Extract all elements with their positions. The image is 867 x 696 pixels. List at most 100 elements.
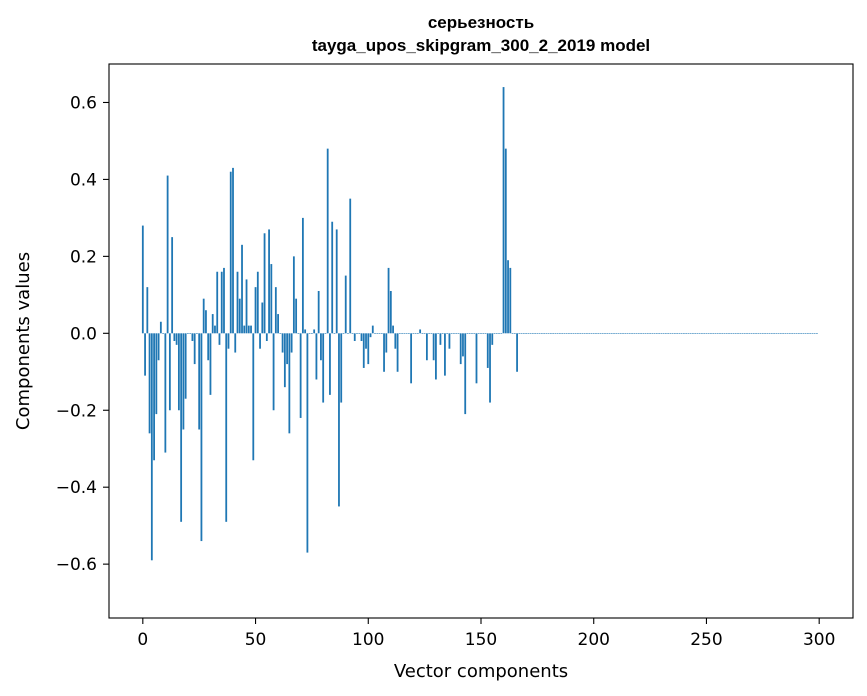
bar-132 — [439, 333, 442, 345]
bar-134 — [444, 333, 446, 376]
bar-87 — [338, 333, 340, 507]
bar-106 — [380, 333, 383, 334]
bar-218 — [633, 333, 636, 334]
bar-176 — [538, 333, 541, 334]
chart-subtitle: tayga_upos_skipgram_300_2_2019 model — [312, 36, 650, 55]
bar-170 — [525, 333, 527, 334]
bar-268 — [746, 333, 748, 334]
bar-73 — [306, 333, 309, 553]
bar-107 — [383, 333, 385, 372]
bar-202 — [597, 333, 600, 334]
bar-81 — [324, 333, 327, 334]
bar-164 — [511, 333, 514, 334]
bar-61 — [279, 333, 282, 334]
bar-30 — [209, 333, 212, 395]
bar-4 — [150, 333, 153, 561]
bar-69 — [297, 333, 300, 334]
bar-40 — [232, 167, 234, 334]
bar-37 — [225, 333, 228, 522]
bar-231 — [662, 333, 665, 334]
bar-74 — [308, 333, 311, 334]
bar-281 — [775, 333, 778, 334]
bar-298 — [813, 333, 816, 334]
bar-50 — [254, 287, 257, 334]
bar-68 — [295, 298, 298, 334]
bar-98 — [362, 333, 365, 368]
bar-247 — [698, 333, 701, 334]
bar-290 — [795, 333, 798, 334]
bar-222 — [642, 333, 645, 334]
bar-162 — [507, 260, 509, 334]
y-tick-label: 0.4 — [70, 170, 97, 190]
bar-294 — [804, 333, 807, 334]
bar-36 — [223, 267, 225, 334]
bar-78 — [317, 290, 320, 334]
x-tick-label: 100 — [352, 630, 384, 650]
bar-261 — [730, 333, 733, 334]
bar-172 — [529, 333, 532, 334]
bar-269 — [748, 333, 751, 334]
bar-28 — [205, 310, 207, 334]
bar-70 — [299, 333, 302, 418]
bar-12 — [168, 333, 171, 411]
bar-13 — [171, 237, 174, 334]
bar-160 — [502, 87, 505, 334]
bar-101 — [369, 333, 372, 338]
bar-24 — [196, 333, 198, 334]
bar-186 — [561, 333, 564, 334]
bar-19 — [184, 333, 187, 399]
bar-183 — [554, 333, 557, 334]
bar-168 — [520, 333, 523, 334]
bar-260 — [728, 333, 730, 334]
bar-248 — [701, 333, 703, 334]
bar-21 — [189, 333, 192, 334]
bar-241 — [685, 333, 688, 334]
bar-232 — [664, 333, 667, 334]
bar-99 — [365, 333, 367, 349]
y-tick-label: 0.0 — [70, 324, 97, 344]
bar-289 — [793, 333, 796, 334]
bar-6 — [155, 333, 158, 415]
bar-280 — [773, 333, 775, 334]
bar-214 — [624, 333, 627, 334]
bar-51 — [256, 271, 259, 334]
bar-270 — [750, 333, 753, 334]
bar-105 — [378, 333, 381, 334]
bar-274 — [759, 333, 762, 334]
bar-15 — [175, 333, 178, 345]
bar-52 — [259, 333, 261, 349]
bar-204 — [601, 333, 604, 334]
y-tick-label: −0.2 — [56, 401, 97, 421]
bar-258 — [723, 333, 726, 334]
bar-284 — [782, 333, 785, 334]
bar-138 — [453, 333, 455, 334]
bar-56 — [268, 229, 270, 334]
bar-125 — [423, 333, 426, 334]
bar-80 — [322, 333, 325, 403]
bar-148 — [475, 333, 478, 384]
bar-141 — [459, 333, 462, 365]
bar-39 — [229, 171, 232, 334]
bar-245 — [694, 333, 697, 334]
bar-252 — [710, 333, 712, 334]
bar-32 — [214, 325, 216, 334]
bar-43 — [238, 298, 241, 334]
bar-88 — [340, 333, 343, 403]
bar-89 — [342, 333, 345, 334]
bar-156 — [493, 333, 496, 334]
bar-14 — [173, 333, 176, 341]
bar-154 — [489, 333, 491, 403]
bar-146 — [471, 333, 473, 334]
bar-109 — [387, 267, 390, 334]
bar-157 — [495, 333, 498, 334]
bar-185 — [559, 333, 561, 334]
bar-201 — [595, 333, 597, 334]
bar-117 — [405, 333, 408, 334]
y-tick-label: −0.6 — [56, 555, 97, 575]
bar-189 — [568, 333, 570, 334]
bar-54 — [263, 233, 266, 334]
bar-103 — [374, 333, 376, 334]
bar-120 — [412, 333, 415, 334]
bar-83 — [329, 333, 331, 395]
bar-263 — [734, 333, 737, 334]
